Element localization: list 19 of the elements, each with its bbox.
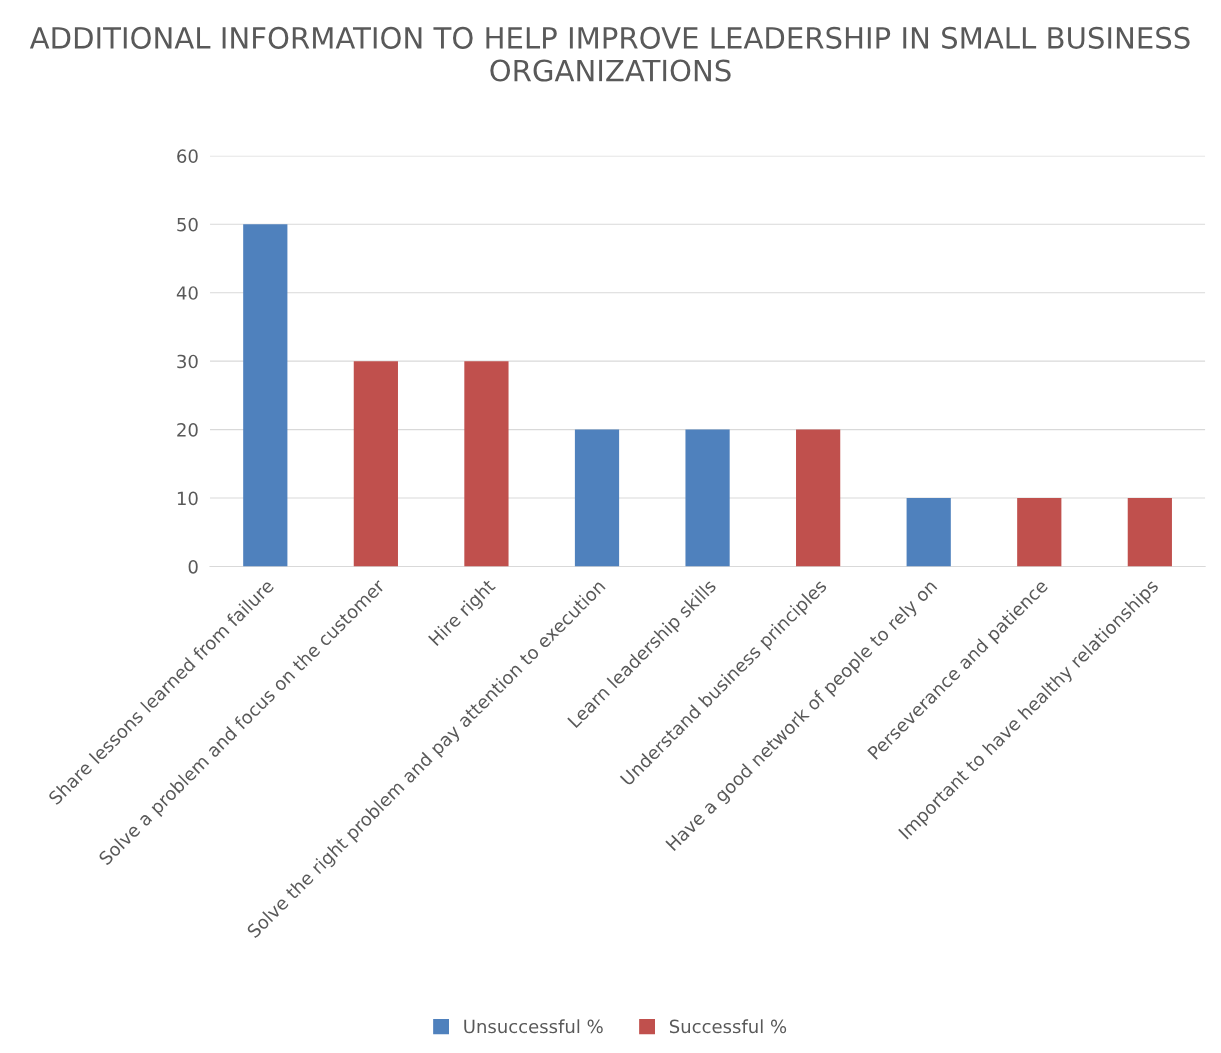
y-tick-label: 0 [188, 559, 198, 574]
y-tick-label: 60 [177, 149, 198, 163]
y-tick-label: 20 [177, 423, 198, 437]
bar [685, 429, 730, 567]
bar [906, 498, 951, 567]
legend-label: Successful % [669, 1019, 787, 1034]
legend-label: Unsuccessful % [464, 1019, 603, 1034]
bar [1127, 498, 1172, 567]
bar [464, 361, 509, 567]
bar [353, 361, 398, 567]
y-tick-label: 10 [177, 491, 198, 506]
bar [796, 429, 841, 567]
bar [243, 224, 288, 567]
bar [1017, 498, 1062, 567]
y-tick-label: 30 [177, 354, 198, 369]
y-tick-label: 50 [177, 217, 198, 232]
y-tick-label: 40 [176, 286, 198, 300]
bar [574, 429, 620, 567]
chart-title: ADDITIONAL INFORMATION TO HELP IMPROVE LEADERSHIP IN SMALL BUSINESS ORGANIZATIONS [29, 26, 1190, 82]
